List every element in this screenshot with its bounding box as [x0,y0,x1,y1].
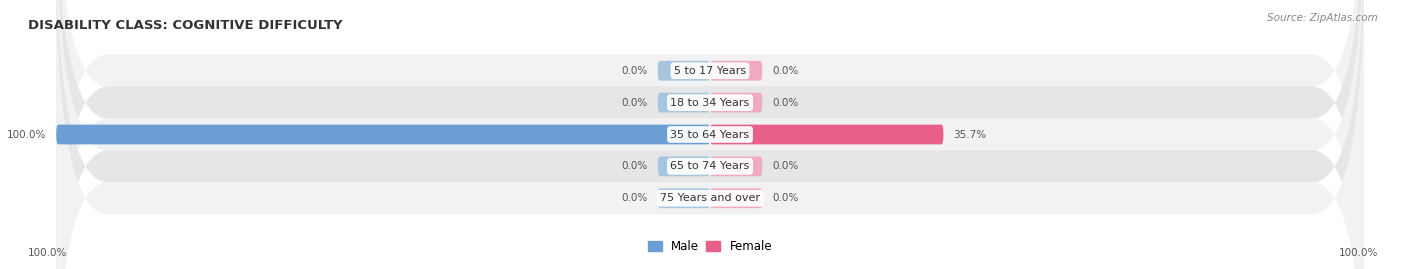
FancyBboxPatch shape [710,125,943,144]
FancyBboxPatch shape [710,93,762,112]
Text: 18 to 34 Years: 18 to 34 Years [671,98,749,108]
Text: 35.7%: 35.7% [953,129,987,140]
FancyBboxPatch shape [56,0,1364,269]
Text: 0.0%: 0.0% [621,66,648,76]
FancyBboxPatch shape [658,157,710,176]
Text: 100.0%: 100.0% [28,248,67,258]
Text: 0.0%: 0.0% [772,161,799,171]
FancyBboxPatch shape [56,0,1364,269]
FancyBboxPatch shape [56,0,1364,269]
Text: 100.0%: 100.0% [1339,248,1378,258]
FancyBboxPatch shape [658,93,710,112]
Text: 100.0%: 100.0% [7,129,46,140]
FancyBboxPatch shape [710,61,762,81]
Text: 0.0%: 0.0% [772,98,799,108]
Text: 75 Years and over: 75 Years and over [659,193,761,203]
Text: 0.0%: 0.0% [621,161,648,171]
Text: DISABILITY CLASS: COGNITIVE DIFFICULTY: DISABILITY CLASS: COGNITIVE DIFFICULTY [28,19,343,32]
FancyBboxPatch shape [710,157,762,176]
Text: 0.0%: 0.0% [772,66,799,76]
Text: 0.0%: 0.0% [621,98,648,108]
FancyBboxPatch shape [56,125,710,144]
Text: Source: ZipAtlas.com: Source: ZipAtlas.com [1267,13,1378,23]
FancyBboxPatch shape [56,0,1364,269]
FancyBboxPatch shape [658,188,710,208]
Text: 5 to 17 Years: 5 to 17 Years [673,66,747,76]
Text: 0.0%: 0.0% [621,193,648,203]
FancyBboxPatch shape [56,0,1364,269]
FancyBboxPatch shape [658,61,710,81]
Text: 0.0%: 0.0% [772,193,799,203]
FancyBboxPatch shape [710,188,762,208]
Text: 65 to 74 Years: 65 to 74 Years [671,161,749,171]
Text: 35 to 64 Years: 35 to 64 Years [671,129,749,140]
Legend: Male, Female: Male, Female [643,235,778,258]
